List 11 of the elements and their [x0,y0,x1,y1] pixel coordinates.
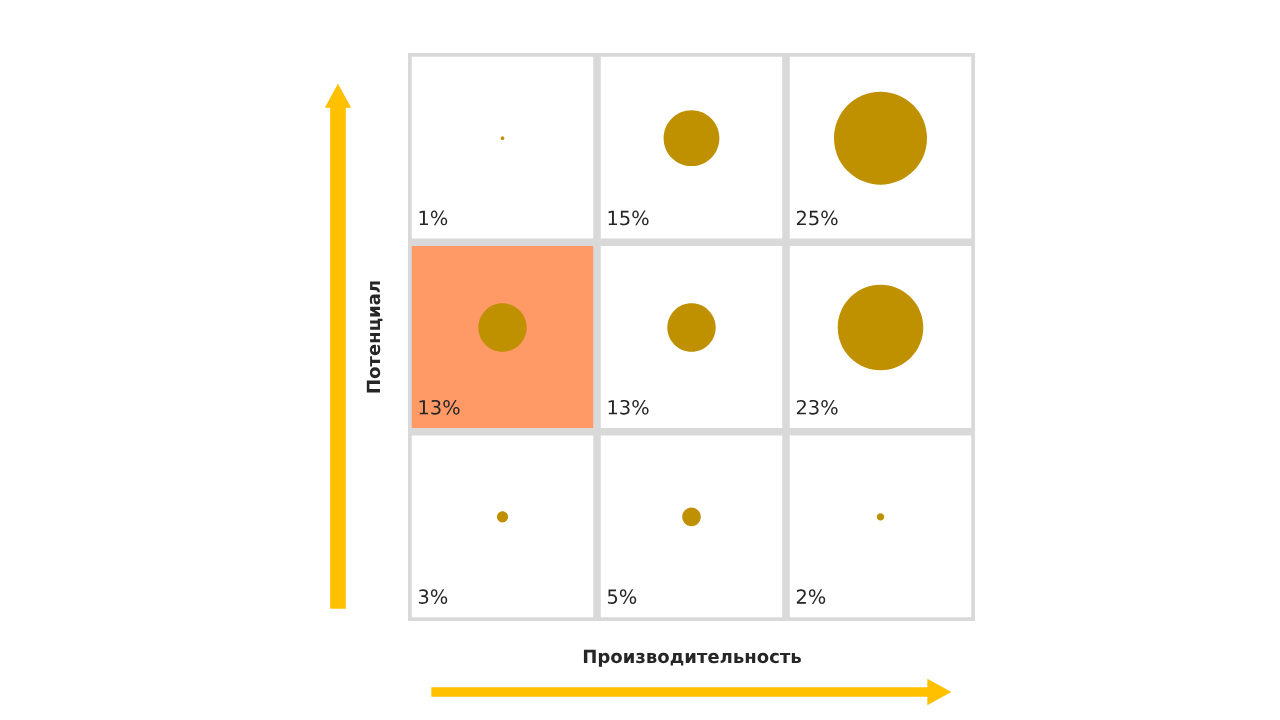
y-axis-title: Потенциал [366,281,383,393]
data-label: 2% [796,589,826,604]
data-label: 13% [608,399,649,415]
data-label: 25% [796,210,838,226]
data-label: 1% [419,210,448,226]
x-axis-title: Производительность [583,649,801,667]
data-label: 23% [796,399,838,415]
data-label: 3% [418,589,448,604]
data-label: 13% [419,399,460,415]
data-label: 15% [608,210,649,226]
data-label: 5% [607,589,637,604]
